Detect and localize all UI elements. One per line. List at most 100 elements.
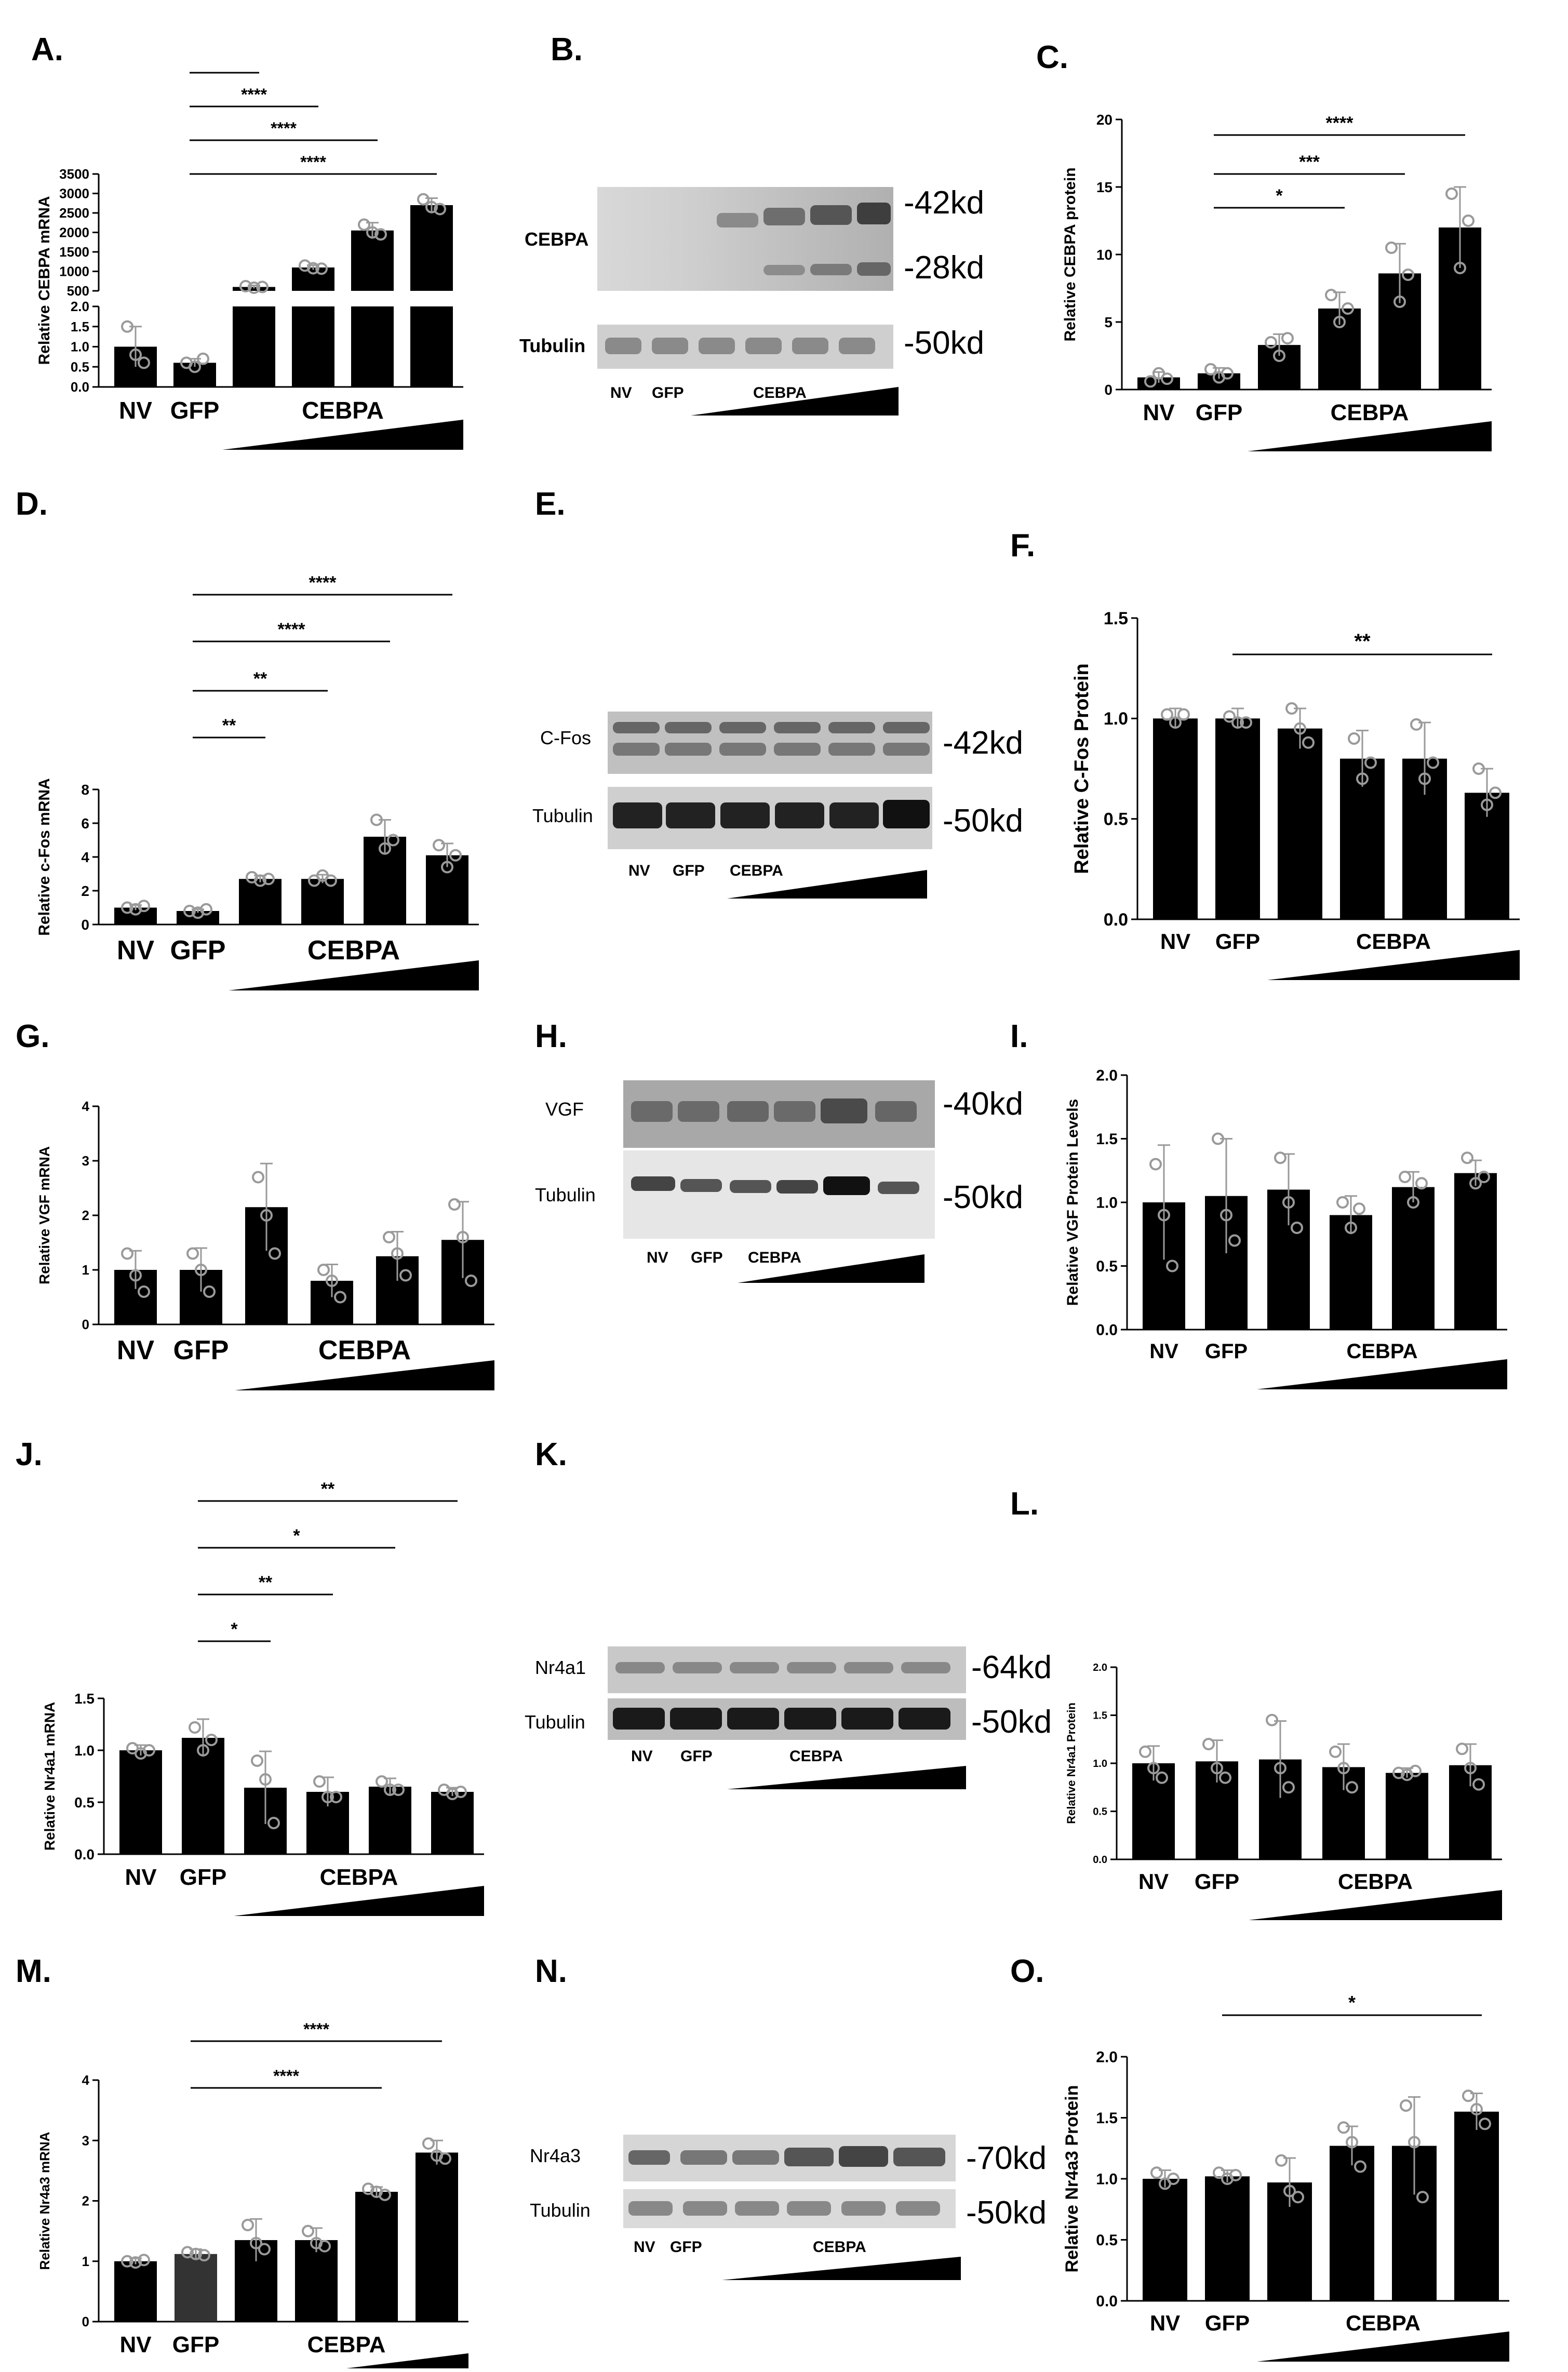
chart-l-y-tick-label: 0.0 — [1093, 1854, 1107, 1866]
chart-f-y-tick-label: 1.5 — [1104, 609, 1128, 628]
chart-m-data-point — [422, 2137, 435, 2150]
blot-b-lane-gfp: GFP — [652, 384, 684, 401]
blot-b-band — [810, 264, 852, 275]
blot-e-protein-label: C-Fos — [540, 727, 591, 748]
blot-k-band — [673, 1662, 722, 1673]
chart-f-data-point — [1302, 736, 1315, 749]
blot-b: CEBPA -42kd -28kd Tubulin -50kd NV GFP C… — [519, 177, 1070, 421]
chart-l-data-point — [1409, 1764, 1422, 1777]
blot-e-band — [613, 743, 660, 756]
chart-i-y-tick-label: 0.5 — [1096, 1258, 1118, 1275]
chart-i-bar — [1392, 1187, 1435, 1330]
chart-j-data-point — [205, 1734, 218, 1746]
chart-j-significance-label: * — [231, 1619, 238, 1639]
chart-i-y-tick-label: 2.0 — [1096, 1067, 1118, 1084]
panel-label-i: I. — [1010, 1019, 1028, 1054]
chart-a-data-point — [374, 228, 387, 241]
blot-e-control-label: Tubulin — [532, 805, 593, 826]
chart-a-dose-wedge — [222, 420, 463, 450]
chart-i-data-point — [1228, 1234, 1241, 1247]
blot-n-band — [732, 2150, 779, 2165]
chart-o-dose-wedge — [1257, 2331, 1509, 2362]
chart-f-data-point — [1169, 716, 1182, 729]
blot-n-tubulin-band — [896, 2201, 940, 2216]
blot-h-gradient-wedge — [738, 1254, 924, 1283]
chart-a-y-tick-label: 3000 — [59, 186, 89, 202]
chart-l-data-point — [1282, 1781, 1295, 1794]
chart-j-data-point — [392, 1784, 405, 1796]
blot-n-control-kd: -50kd — [966, 2195, 1047, 2231]
chart-g-data-point — [138, 1285, 150, 1298]
panel-label-n: N. — [535, 1953, 567, 1989]
chart-g-data-point — [121, 1247, 133, 1260]
chart-a-y-tick-label: 2500 — [59, 205, 89, 221]
chart-g-data-point — [129, 1269, 142, 1282]
chart-c-cebpa-protein: 0 5 10 15 20 Relative CEBPA protein NV GFP CEBPA… — [1062, 112, 1492, 451]
chart-j-data-point — [189, 1721, 201, 1734]
chart-l-data-point — [1219, 1771, 1231, 1784]
chart-c-dose-wedge — [1248, 421, 1492, 451]
chart-d-y-tick-label: 6 — [81, 815, 89, 832]
blot-h-band — [875, 1101, 917, 1122]
chart-a-data-point — [239, 280, 252, 292]
chart-f-y-axis-label: Relative C-Fos Protein — [1071, 663, 1093, 874]
chart-m-data-point — [129, 2256, 142, 2269]
chart-d-bar — [301, 879, 344, 924]
chart-g-group-label-nv: NV — [117, 1335, 155, 1365]
chart-m-y-tick-label: 0 — [82, 2314, 89, 2329]
chart-j-group-label-nv: NV — [125, 1865, 157, 1890]
chart-i-data-point — [1336, 1196, 1349, 1209]
chart-f-group-label-cebpa: CEBPA — [1356, 929, 1431, 954]
chart-c-data-point — [1273, 350, 1285, 362]
chart-c-significance-label: *** — [1299, 152, 1320, 172]
chart-a-data-point — [197, 352, 209, 365]
chart-m-y-tick-label: 3 — [82, 2133, 89, 2148]
chart-m-data-point — [138, 2254, 150, 2267]
chart-i-bar — [1454, 1173, 1497, 1330]
blot-b-band — [763, 208, 805, 225]
chart-m-data-point — [181, 2246, 194, 2259]
chart-o-bar — [1330, 2146, 1374, 2301]
chart-a-data-point — [129, 349, 142, 361]
blot-e-lane-gfp: GFP — [673, 862, 705, 879]
blot-e: C-Fos -42kd Tubulin -50kd NV GFP CEBPA — [519, 701, 1070, 909]
chart-m-nr4a3-mrna: 0 1 2 3 4 Relative Nr4a3 mRNA NV GFP CEBPA **** **… — [37, 2020, 468, 2368]
chart-f-data-point — [1410, 718, 1423, 731]
panel-label-b: B. — [551, 32, 583, 68]
chart-m-bar — [355, 2192, 398, 2322]
chart-g-data-point — [203, 1285, 216, 1298]
blot-k-control-kd: -50kd — [971, 1704, 1052, 1740]
blot-n: Nr4a3 -70kd Tubulin -50kd NV GFP CEBPA — [519, 2124, 1070, 2285]
blot-n-band — [839, 2146, 888, 2167]
chart-i-data-point — [1469, 1177, 1482, 1190]
panel-label-j: J. — [16, 1437, 43, 1472]
chart-f-dose-wedge — [1267, 950, 1520, 980]
blot-h-control-kd: -50kd — [943, 1180, 1024, 1215]
chart-a-group-label-gfp: GFP — [170, 397, 220, 424]
chart-o-data-point — [1150, 2166, 1163, 2179]
chart-m-data-point — [258, 2243, 271, 2256]
chart-j-data-point — [259, 1773, 272, 1786]
chart-g-data-point — [186, 1247, 199, 1260]
chart-a-y-tick-label: 3500 — [59, 166, 89, 182]
panel-label-m: M. — [16, 1953, 51, 1989]
chart-c-data-point — [1152, 367, 1165, 380]
blot-h-band — [821, 1098, 867, 1123]
chart-a-bar — [292, 267, 334, 291]
chart-o-data-point — [1229, 2168, 1242, 2181]
chart-a-data-point — [248, 282, 260, 294]
chart-o-data-point — [1479, 2118, 1491, 2130]
chart-f-data-point — [1356, 772, 1369, 785]
chart-a-data-point — [425, 200, 438, 213]
chart-o-data-point — [1408, 2136, 1420, 2149]
chart-l-group-label-gfp: GFP — [1195, 1869, 1239, 1894]
chart-o-data-point — [1337, 2121, 1350, 2134]
chart-a-y-tick-label: 2000 — [59, 225, 89, 240]
chart-f-data-point — [1177, 708, 1190, 721]
chart-a-y-axis-label: Relative CEBPA mRNA — [36, 196, 53, 365]
chart-j-data-point — [321, 1791, 334, 1803]
blot-h-band — [727, 1101, 769, 1122]
chart-c-group-label-gfp: GFP — [1196, 400, 1242, 425]
